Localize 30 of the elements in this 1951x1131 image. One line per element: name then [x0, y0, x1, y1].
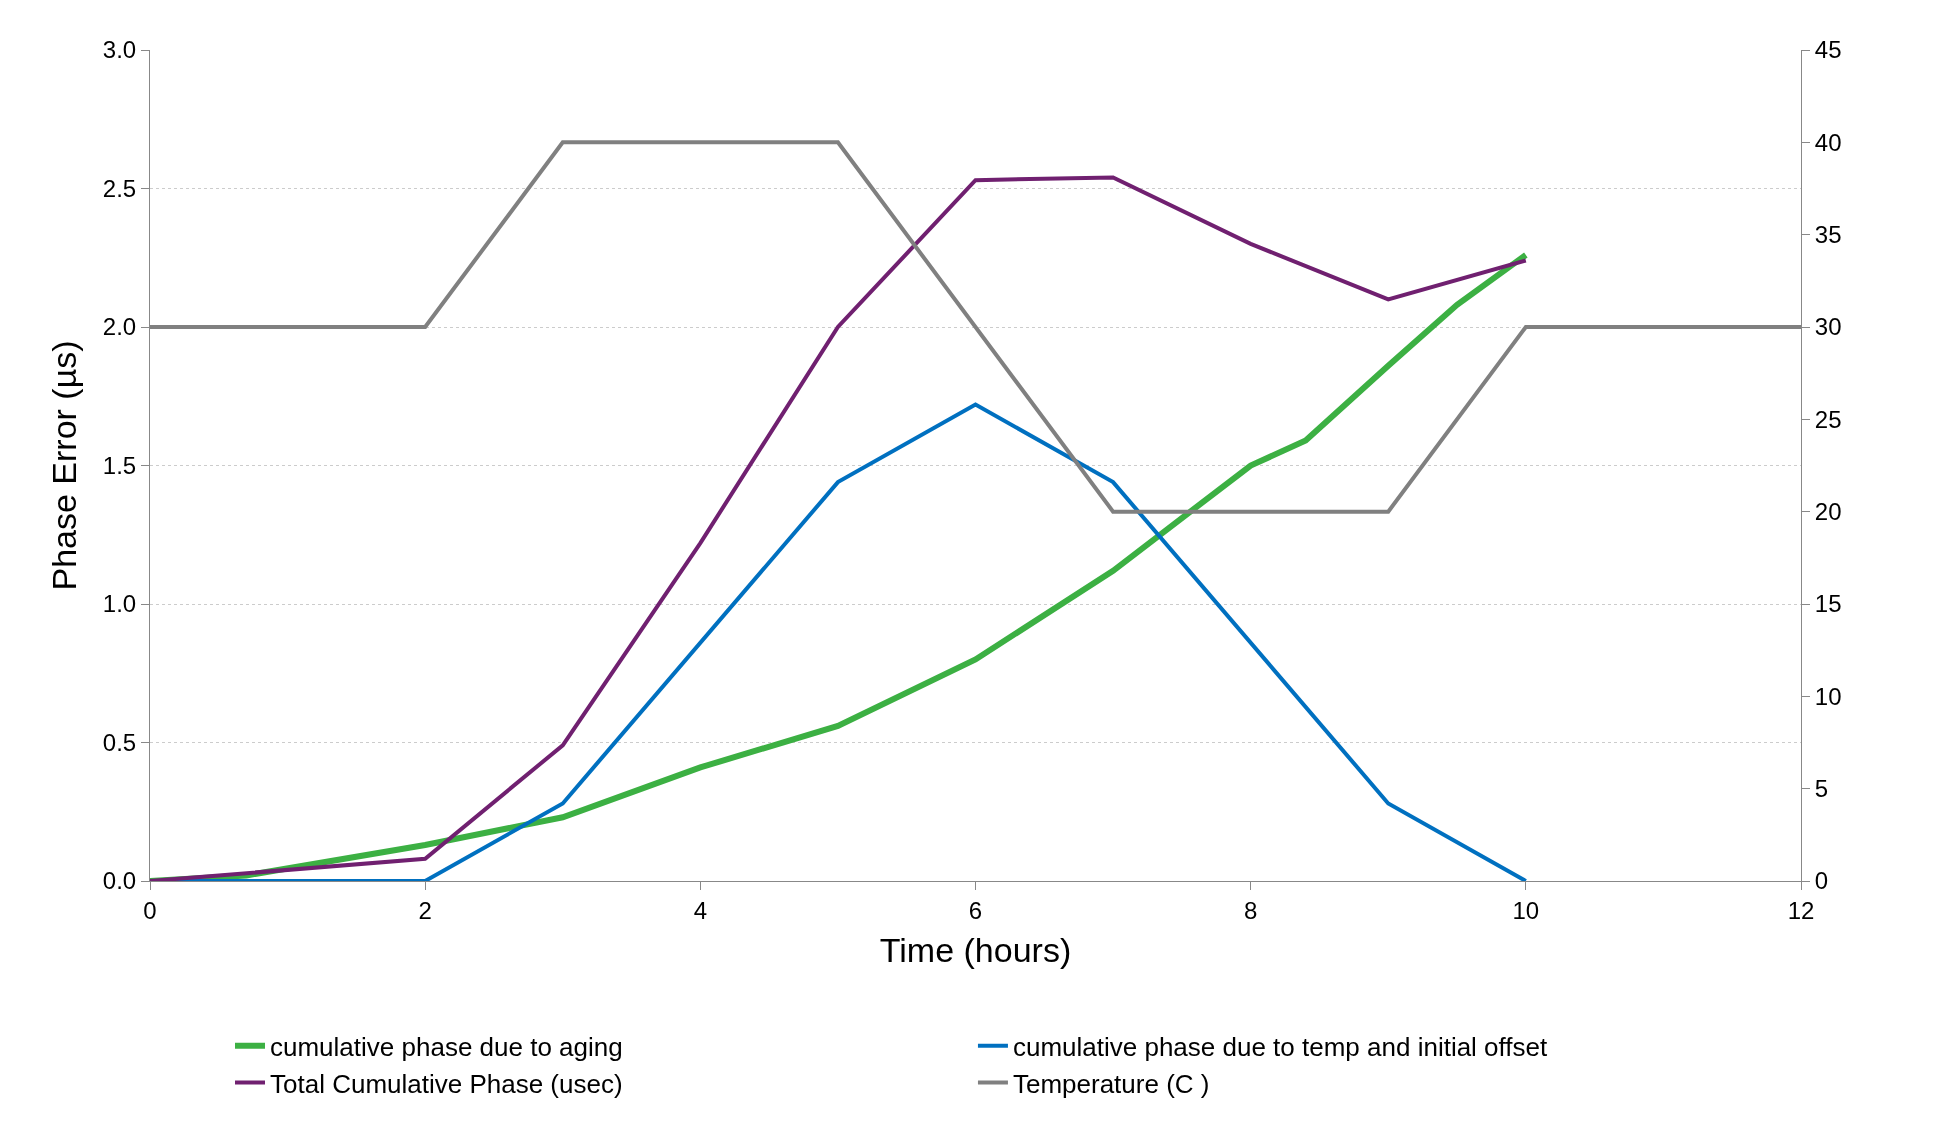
y2-tick-label: 45: [1814, 36, 1842, 64]
x-tick-label: 10: [1512, 896, 1540, 924]
x-tick-label: 8: [1243, 896, 1258, 924]
legend-label: cumulative phase due to temp and initial offset: [1012, 1031, 1549, 1062]
x-tick-label: 12: [1787, 896, 1815, 924]
y2-tick-label: 0: [1814, 867, 1829, 895]
x-axis-title: Time (hours): [879, 931, 1072, 970]
x-tick-label: 6: [968, 896, 983, 924]
y-axis-title: Phase Error (µs): [45, 340, 84, 591]
y2-tick-label: 5: [1814, 775, 1829, 803]
y-tick-label: 1.0: [102, 590, 137, 618]
y-tick-label: 0.0: [102, 867, 137, 895]
legend-label: Temperature (C ): [1012, 1068, 1210, 1099]
y2-tick-label: 25: [1814, 405, 1842, 433]
legend-label: cumulative phase due to aging: [270, 1031, 623, 1062]
y2-tick-label: 20: [1814, 498, 1842, 526]
x-tick-label: 0: [143, 896, 157, 924]
legend-label: Total Cumulative Phase (usec): [270, 1068, 623, 1099]
y-tick-label: 0.5: [102, 728, 137, 756]
y2-tick-label: 15: [1814, 590, 1842, 618]
y-tick-label: 2.0: [102, 313, 137, 341]
y2-tick-label: 35: [1814, 221, 1842, 249]
y-tick-label: 1.5: [102, 451, 137, 479]
y2-tick-label: 40: [1814, 128, 1842, 156]
y-tick-label: 3.0: [102, 36, 137, 64]
x-tick-label: 2: [418, 896, 432, 924]
y2-tick-label: 30: [1814, 313, 1842, 341]
y2-tick-label: 10: [1814, 682, 1842, 710]
x-tick-label: 4: [693, 896, 708, 924]
y-tick-label: 2.5: [102, 174, 137, 202]
